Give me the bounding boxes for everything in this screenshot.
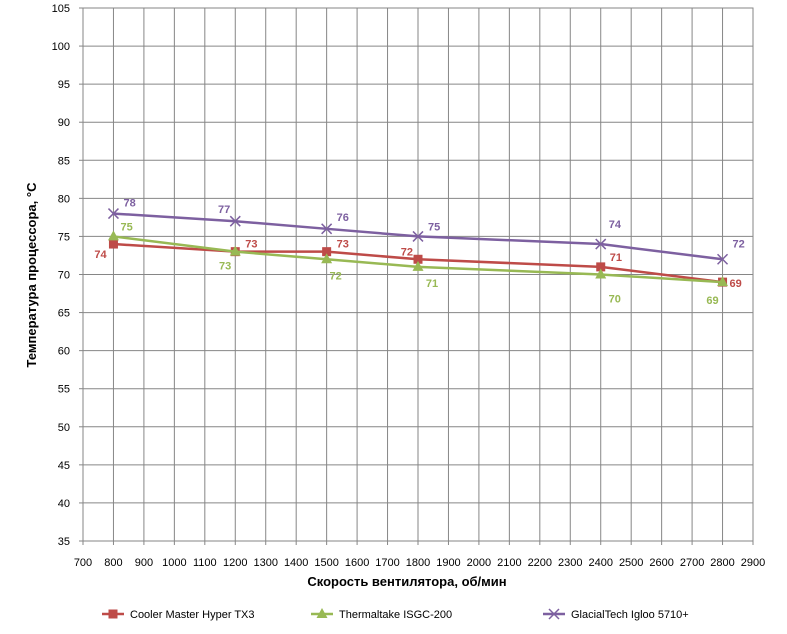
x-tick-label: 2200 [528,557,552,569]
data-point-thermaltake [717,276,729,287]
x-tick-label: 1000 [162,557,186,569]
data-label-cooler-master: 72 [401,246,413,258]
x-tick-label: 1100 [193,557,217,569]
x-tick-label: 2400 [588,557,612,569]
data-point-thermaltake [229,245,241,256]
legend-label: Thermaltake ISGC-200 [339,609,452,621]
series-line-glacialtech [113,212,723,261]
data-label-thermaltake: 71 [426,278,438,290]
series-thermaltake [107,230,729,287]
series-line-thermaltake [113,235,723,284]
data-label-glacialtech: 72 [733,238,745,250]
data-point-thermaltake [412,260,424,271]
x-tick-label: 1900 [436,557,460,569]
x-tick-label: 1500 [314,557,338,569]
x-tick-label: 900 [135,557,153,569]
data-point-thermaltake [595,268,607,279]
legend-item-glacialtech: GlacialTech Igloo 5710+ [543,608,689,621]
y-tick-label: 80 [58,193,70,205]
series-group [107,208,729,287]
data-label-thermaltake: 75 [120,221,132,233]
data-point-glacialtech [412,230,424,242]
data-point-glacialtech [107,208,119,220]
y-tick-label: 50 [58,422,70,434]
data-label-cooler-master: 71 [610,252,622,264]
legend-label: Cooler Master Hyper TX3 [130,609,255,621]
legend-marker [316,608,328,618]
y-tick-label: 70 [58,270,70,282]
data-label-glacialtech: 75 [428,221,440,233]
x-axis-ticks: 700 800 900 1000 1100 1200 1300 1400 1500 1600 170… [74,541,765,569]
legend-item-cooler-master: Cooler Master Hyper TX3 [102,609,255,621]
data-label-cooler-master: 73 [245,239,257,251]
data-label-cooler-master: 73 [337,239,349,251]
x-tick-label: 1700 [375,557,399,569]
series-line-cooler-master [113,242,723,284]
x-tick-label: 1800 [406,557,430,569]
legend-label: GlacialTech Igloo 5710+ [571,609,689,621]
data-label-glacialtech: 78 [123,198,135,210]
legend-item-thermaltake: Thermaltake ISGC-200 [311,608,452,621]
y-tick-label: 60 [58,346,70,358]
y-axis-ticks: 35 40 45 50 55 60 65 70 75 80 85 90 95 100 105 [52,3,83,548]
y-tick-label: 100 [52,41,70,53]
x-tick-label: 2800 [710,557,734,569]
x-tick-label: 2700 [680,557,704,569]
data-point-cooler-master [413,254,423,264]
x-tick-label: 700 [74,557,92,569]
x-tick-label: 2100 [497,557,521,569]
series-glacialtech [107,208,729,265]
y-tick-label: 40 [58,498,70,510]
legend: Cooler Master Hyper TX3 Thermaltake ISGC-… [102,608,689,621]
x-tick-label: 1200 [223,557,247,569]
y-tick-label: 105 [52,3,70,15]
x-tick-label: 1600 [345,557,369,569]
legend-marker [548,608,560,620]
data-label-glacialtech: 77 [218,204,230,216]
y-tick-label: 95 [58,79,70,91]
data-point-cooler-master [108,239,118,249]
data-label-thermaltake: 69 [706,295,718,307]
data-point-cooler-master [596,262,606,272]
data-point-cooler-master [322,247,332,257]
data-point-thermaltake [107,230,119,241]
x-axis-title: Скорость вентилятора, об/мин [307,574,506,589]
data-label-glacialtech: 74 [609,219,622,231]
data-label-thermaltake: 73 [219,261,231,273]
x-tick-label: 2500 [619,557,643,569]
x-tick-label: 2900 [741,557,765,569]
data-labels-group: 74 73 73 72 71 69 75 73 72 71 70 69 78 77 76 75 74 72 [94,198,744,308]
y-tick-label: 65 [58,308,70,320]
y-tick-label: 85 [58,155,70,167]
y-tick-label: 75 [58,231,70,243]
data-point-glacialtech [229,215,241,227]
data-label-cooler-master: 69 [730,278,742,290]
y-tick-label: 90 [58,117,70,129]
legend-marker [108,609,118,619]
data-label-glacialtech: 76 [337,212,349,224]
x-tick-label: 2000 [467,557,491,569]
data-label-thermaltake: 72 [330,270,342,282]
x-tick-label: 1300 [253,557,277,569]
data-label-cooler-master: 74 [94,249,107,261]
x-tick-label: 1400 [284,557,308,569]
y-tick-label: 45 [58,460,70,472]
data-point-glacialtech [321,223,333,235]
data-label-thermaltake: 70 [609,294,621,306]
x-tick-label: 2600 [649,557,673,569]
data-point-glacialtech [717,253,729,265]
y-tick-label: 55 [58,384,70,396]
x-tick-label: 800 [104,557,122,569]
data-point-glacialtech [595,238,607,250]
y-tick-label: 35 [58,536,70,548]
y-axis-title: Температура процессора, °С [24,182,39,368]
x-tick-label: 2300 [558,557,582,569]
data-point-thermaltake [321,253,333,264]
